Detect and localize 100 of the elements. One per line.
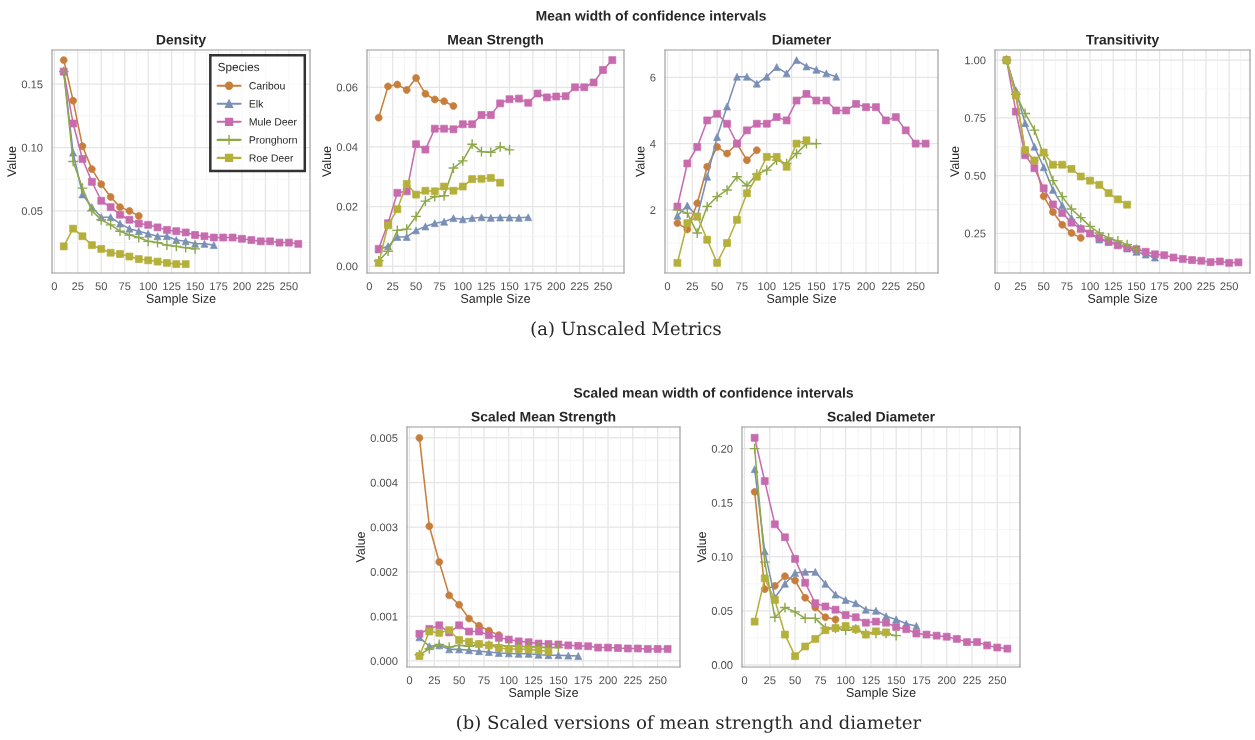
legend-label: Elk: [249, 99, 264, 108]
y-tick-label: 0.15: [21, 80, 43, 89]
x-tick-label: 100: [758, 282, 776, 291]
y-tick-label: 0.10: [21, 143, 43, 152]
chart-title: Scaled Diameter: [827, 411, 935, 422]
y-axis-title: Value: [635, 146, 645, 177]
y-tick-label: 0.001: [370, 612, 398, 621]
x-tick-label: 175: [574, 676, 593, 685]
x-tick-label: 150: [501, 282, 519, 291]
y-tick-label: 0.05: [21, 207, 43, 216]
x-axis-title: Sample Size: [846, 687, 916, 700]
chart-title: Transitivity: [1085, 34, 1160, 48]
x-tick-label: 50: [789, 676, 801, 685]
x-tick-label: 225: [256, 282, 275, 291]
x-tick-label: 250: [1220, 282, 1238, 291]
legend-title: Species: [218, 62, 260, 74]
x-tick-label: 200: [599, 676, 617, 685]
y-tick-label: 2: [650, 206, 656, 214]
x-tick-label: 0: [994, 282, 1000, 291]
x-tick-label: 150: [807, 282, 826, 291]
x-tick-label: 50: [410, 282, 422, 291]
y-tick-label: 4: [650, 139, 656, 148]
x-tick-label: 75: [736, 282, 748, 291]
x-tick-label: 225: [570, 282, 589, 291]
x-tick-label: 75: [119, 282, 131, 291]
chart-title: Mean Strength: [448, 34, 543, 48]
legend-label: Caribou: [249, 81, 285, 90]
x-axis-title: Sample Size: [508, 687, 579, 700]
x-tick-label: 125: [477, 282, 495, 291]
x-tick-label: 125: [1104, 282, 1123, 291]
x-axis-title: Sample Size: [1087, 293, 1158, 306]
x-tick-label: 100: [139, 282, 157, 291]
x-tick-label: 0: [406, 676, 413, 685]
x-tick-label: 25: [1014, 282, 1027, 291]
text: (b) Scaled versions of mean strength and diameter: [457, 715, 922, 733]
y-tick-label: 0.05: [711, 607, 733, 615]
x-tick-label: 125: [862, 676, 880, 685]
x-tick-label: 50: [711, 282, 723, 291]
x-tick-label: 100: [837, 676, 855, 685]
x-tick-label: 175: [210, 282, 228, 291]
x-axis-title: Sample Size: [146, 293, 216, 306]
x-tick-label: 75: [814, 676, 827, 685]
y-tick-label: 0.002: [370, 568, 398, 576]
x-tick-label: 125: [783, 282, 801, 291]
x-tick-label: 0: [664, 282, 671, 291]
x-tick-label: 75: [478, 676, 490, 685]
x-tick-label: 125: [163, 282, 181, 291]
y-tick-label: 0.10: [711, 553, 733, 561]
x-tick-label: 100: [500, 676, 518, 685]
y-axis-title: Value: [949, 146, 960, 177]
y-tick-label: 0.20: [711, 444, 733, 453]
x-tick-label: 250: [988, 676, 1007, 685]
x-tick-label: 150: [186, 282, 204, 291]
text: (a) Unscaled Metrics: [531, 321, 721, 338]
x-axis-title: Sample Size: [766, 293, 837, 306]
y-tick-label: 0.50: [964, 171, 986, 180]
x-tick-label: 25: [686, 282, 699, 291]
x-tick-label: 25: [72, 282, 84, 291]
y-tick-label: 1.00: [965, 56, 986, 65]
legend-label: Pronghorn: [249, 135, 297, 146]
x-tick-label: 75: [1061, 282, 1073, 291]
y-axis-title: Value: [355, 532, 365, 563]
y-tick-label: 0.04: [336, 143, 358, 152]
x-tick-label: 0: [741, 676, 748, 685]
text: Mean width of confidence intervals: [536, 10, 766, 21]
x-tick-label: 200: [857, 282, 875, 291]
y-tick-label: 0.06: [336, 83, 358, 92]
x-tick-label: 0: [366, 282, 372, 291]
y-tick-label: 0.00: [711, 661, 733, 669]
y-tick-label: 0.004: [370, 478, 398, 487]
x-tick-label: 225: [624, 676, 642, 685]
y-tick-label: 0.00: [336, 262, 358, 271]
x-tick-label: 75: [433, 282, 446, 291]
x-tick-label: 175: [1151, 282, 1169, 291]
y-tick-label: 0.003: [370, 523, 398, 532]
legend-label: Mule Deer: [249, 117, 297, 126]
x-tick-label: 200: [1174, 282, 1192, 291]
chart-title: Diameter: [772, 34, 832, 45]
x-tick-label: 0: [51, 282, 57, 291]
y-axis-title: Value: [6, 146, 17, 177]
x-tick-label: 250: [648, 676, 667, 685]
y-tick-label: 6: [650, 73, 656, 82]
y-tick-label: 0.000: [370, 657, 398, 666]
x-tick-label: 150: [1127, 282, 1146, 291]
text: Scaled mean width of confidence intervals: [573, 387, 854, 398]
chart-title: Density: [156, 34, 207, 48]
legend-label: Roe Deer: [249, 154, 294, 162]
y-axis-title: Value: [696, 532, 707, 563]
x-tick-label: 25: [764, 676, 776, 685]
x-tick-label: 50: [1037, 282, 1050, 291]
x-tick-label: 25: [387, 282, 399, 291]
x-tick-label: 50: [95, 282, 107, 291]
x-tick-label: 50: [453, 676, 465, 685]
x-tick-label: 225: [963, 676, 981, 685]
x-tick-label: 150: [549, 676, 568, 685]
y-tick-label: 0.25: [964, 229, 986, 238]
x-tick-label: 25: [428, 676, 441, 685]
x-tick-label: 175: [913, 676, 931, 685]
x-tick-label: 200: [547, 282, 566, 291]
y-tick-label: 0.15: [711, 498, 733, 507]
